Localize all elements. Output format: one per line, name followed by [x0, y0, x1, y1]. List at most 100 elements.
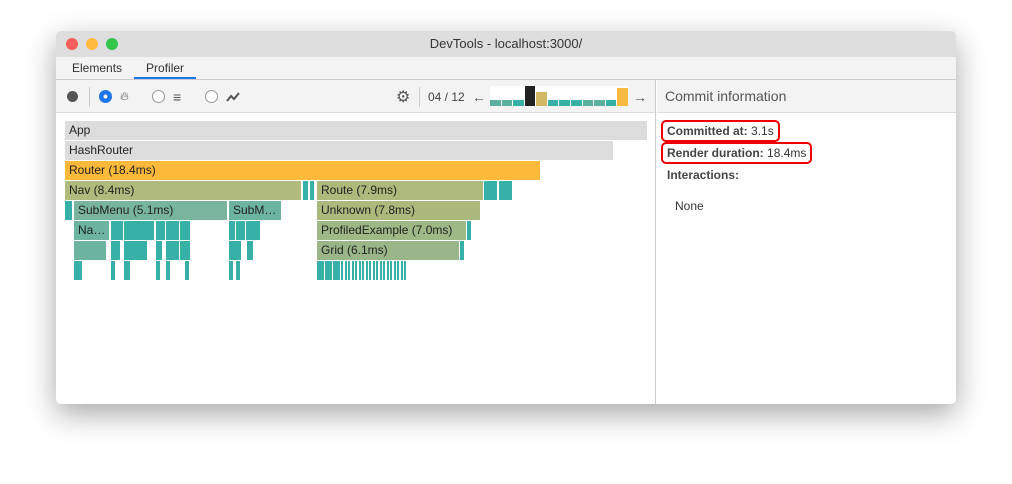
- radio-interactions[interactable]: [205, 90, 218, 103]
- commit-bar[interactable]: [605, 100, 617, 106]
- flame-node[interactable]: [303, 181, 309, 200]
- commit-selector[interactable]: [490, 86, 628, 106]
- commit-bar[interactable]: [490, 100, 501, 106]
- close-button[interactable]: [66, 38, 78, 50]
- commit-bar[interactable]: [513, 100, 524, 106]
- flame-node[interactable]: [166, 261, 171, 280]
- flame-node[interactable]: [499, 181, 513, 200]
- flame-node[interactable]: [166, 241, 180, 260]
- flame-node-route[interactable]: Route (7.9ms): [317, 181, 484, 200]
- flame-node[interactable]: [74, 241, 107, 260]
- flame-node[interactable]: [484, 181, 498, 200]
- flame-node[interactable]: [358, 261, 362, 280]
- flame-node[interactable]: [372, 261, 376, 280]
- commit-bar[interactable]: [594, 100, 605, 106]
- flame-node[interactable]: [348, 261, 351, 280]
- flame-chart-icon: 🔥︎: [120, 89, 129, 103]
- settings-icon[interactable]: ⚙: [396, 88, 411, 106]
- flame-node[interactable]: [74, 261, 83, 280]
- flame-node[interactable]: [156, 261, 161, 280]
- flame-node[interactable]: [124, 221, 155, 240]
- interactions-option[interactable]: [205, 80, 240, 113]
- flame-node[interactable]: [376, 261, 379, 280]
- commit-bar[interactable]: [536, 92, 547, 106]
- flame-node[interactable]: [111, 261, 116, 280]
- flame-node[interactable]: [124, 261, 131, 280]
- flame-node[interactable]: [111, 241, 121, 260]
- flame-node[interactable]: [467, 221, 472, 240]
- commit-bar[interactable]: [547, 100, 559, 106]
- flame-node[interactable]: [460, 241, 465, 260]
- flame-node-grid[interactable]: Grid (6.1ms): [317, 241, 460, 260]
- flame-node[interactable]: [386, 261, 390, 280]
- tab-profiler[interactable]: Profiler: [134, 57, 197, 79]
- flame-node-profiledexample[interactable]: ProfiledExample (7.0ms): [317, 221, 467, 240]
- flame-node-na[interactable]: Na…: [74, 221, 110, 240]
- commit-bar[interactable]: [571, 100, 582, 106]
- flame-node[interactable]: [229, 241, 242, 260]
- flame-node[interactable]: [180, 241, 191, 260]
- flame-node[interactable]: [369, 261, 372, 280]
- zoom-button[interactable]: [106, 38, 118, 50]
- flame-chart-option[interactable]: 🔥︎: [99, 80, 129, 113]
- flame-node[interactable]: [180, 221, 191, 240]
- flame-node[interactable]: [325, 261, 333, 280]
- commit-bar[interactable]: [617, 88, 628, 106]
- flame-node[interactable]: [333, 261, 341, 280]
- flame-node[interactable]: [355, 261, 358, 280]
- flame-node[interactable]: [246, 221, 261, 240]
- flame-node-nav[interactable]: Nav (8.4ms): [65, 181, 302, 200]
- flame-node[interactable]: [341, 261, 344, 280]
- flame-node[interactable]: [247, 241, 254, 260]
- flame-node[interactable]: [166, 221, 180, 240]
- flame-node[interactable]: [156, 241, 163, 260]
- profiler-toolbar: 🔥︎ ≡ ⚙ 04 / 12 ← →: [56, 80, 655, 113]
- flame-node[interactable]: [185, 261, 190, 280]
- flame-node-hashrouter[interactable]: HashRouter: [65, 141, 614, 160]
- flame-node[interactable]: [390, 261, 393, 280]
- tab-elements[interactable]: Elements: [72, 61, 123, 75]
- flame-node[interactable]: [156, 221, 166, 240]
- flame-node[interactable]: [65, 201, 73, 220]
- flame-node[interactable]: [383, 261, 386, 280]
- interactions: Interactions:: [667, 168, 740, 182]
- interactions-chart-icon: [226, 91, 240, 102]
- flame-node[interactable]: [362, 261, 365, 280]
- commit-bar[interactable]: [559, 100, 571, 106]
- flame-node[interactable]: [379, 261, 383, 280]
- flame-node[interactable]: [310, 181, 315, 200]
- commit-bar[interactable]: [501, 100, 513, 106]
- flame-node[interactable]: [124, 241, 148, 260]
- radio-flame[interactable]: [99, 90, 112, 103]
- commit-bar[interactable]: [582, 100, 594, 106]
- flame-node[interactable]: [236, 261, 241, 280]
- flame-node[interactable]: [393, 261, 397, 280]
- radio-ranked[interactable]: [152, 90, 165, 103]
- flame-node[interactable]: [236, 221, 246, 240]
- commit-bar[interactable]: [524, 86, 536, 106]
- arrow-right-icon[interactable]: →: [633, 88, 647, 105]
- flame-node-unknown[interactable]: Unknown (7.8ms): [317, 201, 481, 220]
- flame-node[interactable]: [229, 221, 236, 240]
- commit-info-panel: Commit information Committed at: 3.1s Re…: [657, 80, 956, 404]
- render-duration-label: Render duration: [667, 146, 760, 160]
- arrow-left-icon[interactable]: ←: [472, 88, 486, 105]
- flame-node[interactable]: [229, 261, 234, 280]
- flame-node-app[interactable]: App: [65, 121, 648, 140]
- tab-bar: Elements Profiler: [56, 57, 956, 80]
- flame-node[interactable]: [365, 261, 369, 280]
- flame-node-router[interactable]: Router (18.4ms): [65, 161, 541, 180]
- flame-node[interactable]: [344, 261, 348, 280]
- flame-node[interactable]: [400, 261, 404, 280]
- flame-node[interactable]: [404, 261, 407, 280]
- flame-node[interactable]: [111, 221, 124, 240]
- flame-node-submenu-2[interactable]: SubM…: [229, 201, 282, 220]
- minimize-button[interactable]: [86, 38, 98, 50]
- flame-node[interactable]: [351, 261, 355, 280]
- record-icon[interactable]: [67, 91, 78, 102]
- flame-node[interactable]: [317, 261, 325, 280]
- ranked-chart-option[interactable]: ≡: [152, 80, 181, 113]
- flame-node[interactable]: [397, 261, 400, 280]
- render-duration-value: 18.4ms: [767, 146, 807, 160]
- flame-node-submenu[interactable]: SubMenu (5.1ms): [74, 201, 228, 220]
